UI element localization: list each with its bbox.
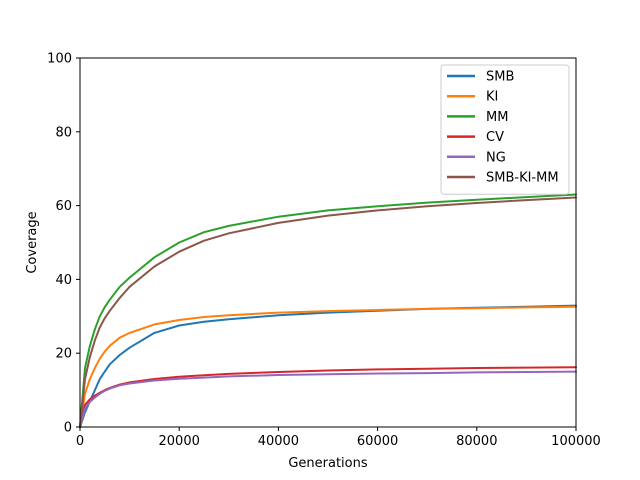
- series-line-1: [79, 305, 577, 428]
- x-tick-label-0: 0: [76, 434, 84, 449]
- x-tick-label-4: 80000: [456, 434, 497, 449]
- legend-label-4: NG: [486, 150, 506, 165]
- series-line-2: [79, 193, 577, 428]
- x-tick-label-5: 100000: [551, 434, 601, 449]
- y-tick-label-2: 40: [55, 273, 72, 288]
- y-axis: 0 20 40 60 80 100: [47, 52, 80, 436]
- x-axis: 0 20000 40000 60000 80000 100000: [76, 427, 601, 449]
- legend-label-2: MM: [486, 110, 508, 125]
- series-line-3: [79, 366, 577, 428]
- y-tick-label-5: 100: [47, 52, 72, 67]
- x-tick-label-1: 20000: [159, 434, 200, 449]
- x-axis-label: Generations: [288, 456, 368, 471]
- y-tick-label-0: 0: [64, 421, 72, 436]
- x-tick-label-2: 40000: [258, 434, 299, 449]
- plot-frame: [79, 57, 577, 428]
- legend: SMB KI MM CV NG SMB-KI-MM: [440, 64, 570, 195]
- y-tick-label-4: 80: [55, 125, 72, 140]
- legend-label-0: SMB: [486, 70, 514, 85]
- legend-label-5: SMB-KI-MM: [486, 171, 559, 186]
- legend-label-1: KI: [486, 90, 498, 105]
- y-tick-label-3: 60: [55, 199, 72, 214]
- series-line-5: [79, 196, 577, 428]
- y-axis-label: Coverage: [25, 211, 40, 273]
- series-layer: [79, 193, 577, 428]
- y-tick-label-1: 20: [55, 347, 72, 362]
- x-tick-label-3: 60000: [357, 434, 398, 449]
- series-line-4: [79, 370, 577, 428]
- legend-label-3: CV: [486, 130, 504, 145]
